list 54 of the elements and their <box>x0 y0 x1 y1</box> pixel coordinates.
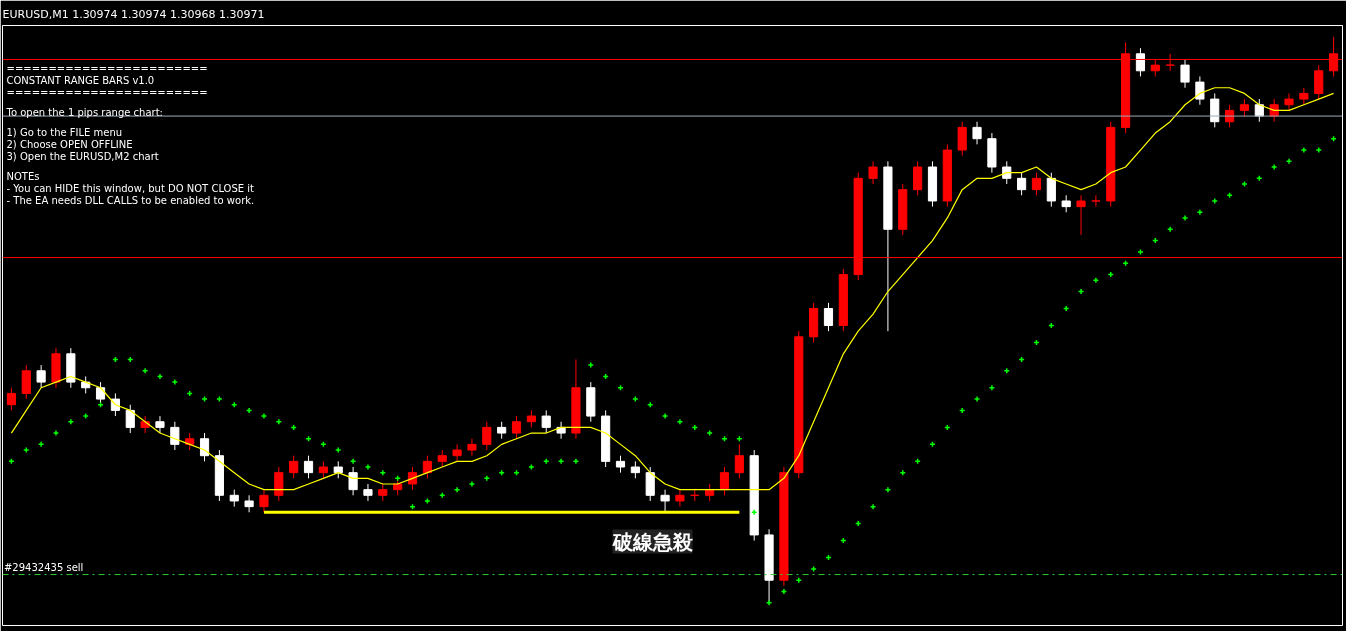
candlestick <box>645 466 655 502</box>
candlestick <box>363 483 373 502</box>
candlestick <box>1210 92 1220 128</box>
annotation: To open the 1 pips range chart: <box>5 106 163 118</box>
chart-title: EURUSD,M1 1.30974 1.30974 1.30968 1.30971 <box>2 7 265 21</box>
candlestick <box>6 387 16 411</box>
candlestick <box>675 489 685 508</box>
candlestick <box>972 121 982 145</box>
candlestick <box>1031 172 1042 196</box>
annotation: 2) Choose OPEN OFFLINE <box>6 138 133 150</box>
candlestick <box>719 466 730 496</box>
candlestick <box>170 421 180 451</box>
candlestick <box>913 160 923 196</box>
candlestick <box>660 489 670 513</box>
annotation: CONSTANT RANGE BARS v1.0 <box>6 74 155 86</box>
annotation: ======================== <box>6 86 208 98</box>
annotation: - The EA needs DLL CALLS to be enabled to work. <box>6 194 255 206</box>
annotation: - You can HIDE this window, but DO NOT CLOSE it <box>6 182 255 194</box>
candlestick <box>259 489 269 513</box>
candlestick <box>36 364 46 389</box>
candlestick <box>125 404 135 434</box>
annotation: ======================== <box>6 62 208 74</box>
candlestick <box>1299 87 1309 106</box>
candlestick <box>303 455 314 479</box>
candlestick <box>1046 172 1056 208</box>
candlestick <box>482 421 492 451</box>
candlestick <box>467 438 477 457</box>
annotation: 破線急殺 <box>611 529 694 554</box>
candlestick <box>155 415 165 434</box>
candlestick <box>348 466 358 496</box>
candlestick <box>1314 64 1324 100</box>
candlestick <box>274 466 284 502</box>
candlestick <box>21 364 31 400</box>
candlestick <box>734 443 744 479</box>
candlestick <box>1076 194 1086 236</box>
candlestick <box>957 121 967 157</box>
annotation: NOTEs <box>6 170 40 182</box>
annotation: 1) Go to the FILE menu <box>6 126 123 138</box>
candlestick <box>541 409 551 434</box>
candlestick <box>823 302 834 332</box>
candlestick <box>1017 172 1027 196</box>
candlestick <box>244 494 254 513</box>
candlestick <box>452 443 462 462</box>
candlestick <box>199 432 210 462</box>
candlestick <box>511 415 522 440</box>
candlestick <box>1180 58 1190 89</box>
candlestick <box>1284 92 1294 111</box>
candlestick <box>289 455 299 479</box>
candlestick <box>1195 75 1205 106</box>
candlestick <box>868 160 878 185</box>
candlestick <box>1135 47 1146 77</box>
ref-line-label: #29432435 sell <box>3 561 84 573</box>
candlestick <box>1091 194 1101 208</box>
annotation: 3) Open the EURUSD,M2 chart <box>6 150 159 162</box>
